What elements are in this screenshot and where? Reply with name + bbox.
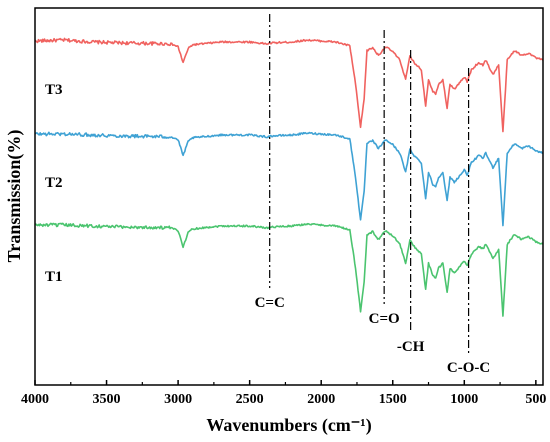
x-tick-label: 2000 — [307, 392, 335, 407]
series-label-t1: T1 — [45, 269, 63, 285]
annotation-label: -CH — [397, 339, 425, 355]
x-tick-label: 1500 — [379, 392, 407, 407]
x-tick-label: 500 — [525, 392, 546, 407]
series-line-t2 — [34, 131, 543, 227]
y-axis-title: Transmission(%) — [4, 130, 25, 263]
series-label-t2: T2 — [45, 175, 63, 191]
x-tick-label: 4000 — [21, 392, 49, 407]
annotation-label: C=O — [369, 311, 400, 327]
series-layer: T3 T2 T1 — [34, 37, 544, 317]
series-label-t3: T3 — [45, 82, 63, 98]
x-tick-label: 1000 — [450, 392, 478, 407]
plot-frame — [34, 7, 544, 386]
x-tick-label: 3500 — [93, 392, 121, 407]
x-axis: 4000 3500 3000 2500 2000 1500 1000 500 — [21, 380, 546, 407]
x-axis-title: Wavenumbers (cm⁻¹) — [206, 415, 371, 436]
series-line-t1 — [34, 222, 544, 317]
annotation-layer: C=C C=O -CH C-O-C — [255, 14, 490, 376]
annotation-label: C-O-C — [447, 360, 490, 376]
x-tick-label: 3000 — [164, 392, 192, 407]
series-line-t3 — [34, 37, 544, 133]
annotation-label: C=C — [255, 295, 285, 311]
x-tick-label: 2500 — [236, 392, 264, 407]
